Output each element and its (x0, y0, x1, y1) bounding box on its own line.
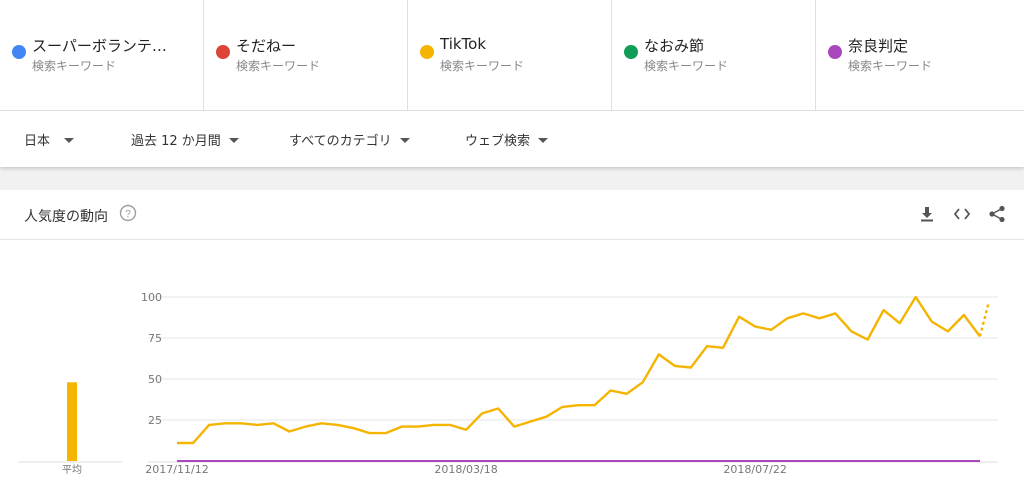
term-color-dot (420, 45, 434, 59)
average-bar (67, 382, 77, 461)
series-line (177, 295, 981, 445)
x-tick-label: 2017/11/12 (145, 463, 208, 476)
y-tick-label: 75 (148, 332, 162, 345)
term-type: 検索キーワード (440, 59, 525, 73)
x-tick-label: 2018/03/18 (434, 463, 497, 476)
average-label: 平均 (62, 464, 82, 476)
term-3[interactable]: TikTok 検索キーワード (408, 0, 612, 110)
y-tick-label: 100 (141, 291, 162, 304)
chevron-down-icon (538, 138, 549, 143)
search-type-label: ウェブ検索 (465, 134, 531, 149)
card-title: 人気度の動向 (24, 209, 108, 225)
term-color-dot (216, 45, 230, 59)
y-tick-label: 50 (148, 373, 162, 386)
term-4[interactable]: なおみ節 検索キーワード (612, 0, 816, 110)
card-header: 人気度の動向 ? (0, 190, 1024, 240)
filter-bar: 日本 過去 12 か月間 すべてのカテゴリ ウェブ検索 (0, 111, 1024, 167)
category-dropdown[interactable]: すべてのカテゴリ (289, 130, 410, 149)
period-dropdown[interactable]: 過去 12 か月間 (131, 130, 239, 149)
search-terms-bar: スーパーボランテ… 検索キーワード そだねー 検索キーワード TikTok 検索… (0, 0, 1024, 111)
chart-grid: 25 50 75 100 (141, 291, 998, 463)
chart-lines[interactable] (177, 295, 990, 462)
region-dropdown[interactable]: 日本 (24, 130, 75, 149)
term-type: 検索キーワード (236, 59, 321, 73)
period-label: 過去 12 か月間 (131, 134, 221, 149)
x-axis-labels: 2017/11/12 2018/03/18 2018/07/22 (145, 463, 787, 476)
term-name: なおみ節 (644, 37, 705, 55)
term-name: スーパーボランテ… (32, 37, 167, 55)
share-icon[interactable] (988, 205, 1006, 223)
term-5[interactable]: 奈良判定 検索キーワード (816, 0, 1020, 110)
region-label: 日本 (24, 134, 51, 149)
term-type: 検索キーワード (32, 59, 117, 73)
term-type: 検索キーワード (644, 59, 729, 73)
search-type-dropdown[interactable]: ウェブ検索 (465, 130, 549, 149)
term-1[interactable]: スーパーボランテ… 検索キーワード (0, 0, 204, 110)
average-chart: 平均 (18, 382, 122, 476)
partial-data-segment (978, 301, 990, 337)
term-2[interactable]: そだねー 検索キーワード (204, 0, 408, 110)
trend-chart: 平均 25 50 75 100 2017/11/12 2018/03/18 2018/07… (18, 291, 998, 476)
chevron-down-icon (399, 138, 410, 143)
chevron-down-icon (64, 138, 75, 143)
chevron-down-icon (228, 138, 239, 143)
svg-text:?: ? (125, 209, 131, 220)
term-name: そだねー (236, 37, 297, 55)
download-icon[interactable] (918, 205, 936, 223)
category-label: すべてのカテゴリ (289, 134, 392, 149)
term-name: TikTok (440, 35, 487, 53)
term-color-dot (624, 45, 638, 59)
embed-code-icon[interactable] (953, 205, 971, 223)
x-tick-label: 2018/07/22 (723, 463, 786, 476)
interest-over-time-card: 人気度の動向 ? 平均 25 50 75 100 2017/11/12 2018/03/… (0, 190, 1024, 494)
term-color-dot (828, 45, 842, 59)
y-tick-label: 25 (148, 414, 162, 427)
term-color-dot (12, 45, 26, 59)
help-circle-icon[interactable]: ? (119, 204, 137, 222)
term-name: 奈良判定 (848, 37, 909, 55)
term-type: 検索キーワード (848, 59, 933, 73)
